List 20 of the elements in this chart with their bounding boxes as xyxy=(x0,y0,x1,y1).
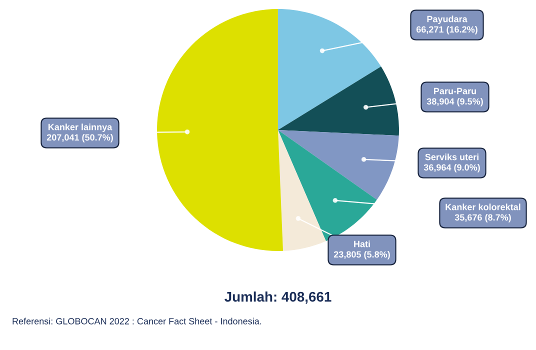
slice-label: Paru-Paru xyxy=(434,88,476,94)
pie-slice xyxy=(278,130,399,200)
pie-slice xyxy=(278,66,399,136)
data-label: 38,904 (9.5%) xyxy=(426,98,483,106)
data-label: 23,805 (5.8%) xyxy=(334,250,390,260)
slice-label: Kanker lainnya xyxy=(48,124,112,132)
data-label: 35,676 (8.7%) xyxy=(454,214,511,222)
pie-slice xyxy=(278,130,377,242)
data-label: 207,041 (50.7%) xyxy=(46,134,113,142)
slice-label: Hati xyxy=(354,240,370,248)
data-label: 66,271 (16.2%) xyxy=(416,26,478,34)
pie-slice xyxy=(278,130,326,251)
slice-label: Payudara xyxy=(427,16,468,24)
text: Referensi: GLOBOCAN 2022 : Cancer Fact Sheet - Indonesia. xyxy=(12,318,262,324)
pie-slice xyxy=(278,9,382,130)
pie-slice xyxy=(157,9,284,251)
data-label: 36,964 (9.0%) xyxy=(424,164,480,172)
slice-label: Serviks uteri xyxy=(425,154,478,160)
slice-label: Kanker kolorektal xyxy=(446,204,520,210)
text: Jumlah: 408,661 xyxy=(224,292,332,304)
